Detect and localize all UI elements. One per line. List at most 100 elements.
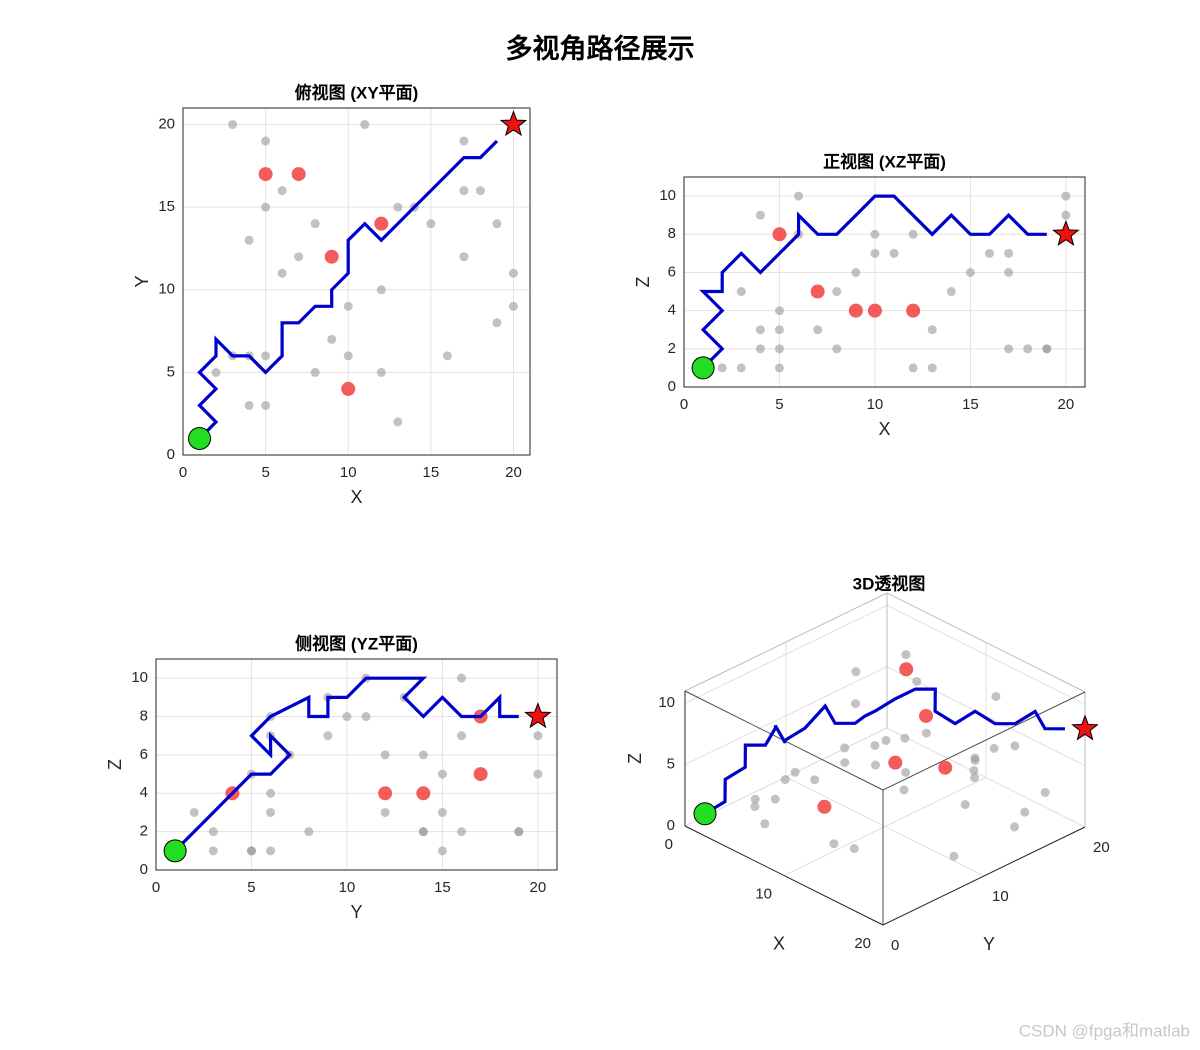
obstacle-point: [533, 731, 543, 741]
x-tick-label: 10: [339, 879, 356, 896]
obstacle-point: [208, 846, 218, 856]
x-tick-label: 15: [434, 879, 451, 896]
y-tick-label: 6: [668, 263, 676, 280]
obstacle-point: [277, 186, 287, 196]
obstacle-point: [901, 650, 911, 660]
obstacle-point: [1023, 344, 1033, 354]
obstacle-point: [970, 773, 979, 783]
x-tick-label: 10: [755, 885, 772, 902]
obstacle-point: [376, 285, 386, 295]
y-tick-label: 5: [167, 363, 175, 380]
obstacle-point: [323, 731, 333, 741]
key-obstacle: [867, 303, 882, 318]
obstacle-point: [261, 136, 271, 146]
box-edge: [882, 691, 1086, 791]
x-tick-label: 0: [680, 396, 688, 413]
y-tick-label: 4: [140, 784, 148, 801]
obstacle-point: [1004, 267, 1014, 277]
watermark: CSDN @fpga和matlab: [1019, 1021, 1190, 1040]
y-tick-label: 20: [158, 115, 175, 132]
obstacle-point: [514, 827, 524, 837]
y-tick-label: 8: [140, 708, 148, 725]
path: [197, 139, 499, 440]
goal-point: [524, 702, 552, 729]
obstacle-point: [294, 252, 304, 262]
key-obstacle: [416, 786, 431, 801]
obstacle-point: [418, 827, 428, 837]
key-obstacle: [324, 249, 339, 264]
obstacle-point: [991, 692, 1001, 702]
key-obstacle: [906, 303, 921, 318]
key-obstacle: [810, 284, 825, 299]
y-axis-label: Y: [983, 934, 995, 954]
key-obstacle: [919, 708, 933, 723]
z-axis-label: Z: [625, 753, 645, 764]
obstacle-point: [832, 344, 842, 354]
obstacle-point: [277, 268, 287, 278]
x-tick-label: 0: [179, 464, 187, 481]
obstacle-point: [533, 769, 543, 779]
obstacle-point: [1042, 344, 1052, 354]
obstacle-point: [899, 785, 909, 795]
obstacle-point: [261, 202, 271, 212]
start-point: [691, 356, 715, 380]
y-tick-label: 10: [659, 187, 676, 204]
axis-edge: [684, 825, 884, 926]
obstacle-point: [1004, 248, 1014, 258]
obstacle-point: [840, 743, 850, 753]
obstacle-point: [508, 268, 518, 278]
obstacle-point: [736, 363, 746, 373]
obstacle-point: [459, 252, 469, 262]
plot-area: [684, 177, 1085, 387]
y-tick-label: 2: [668, 340, 676, 357]
x-axis-label: X: [350, 487, 362, 507]
key-obstacle: [888, 755, 903, 770]
y-tick-label: 10: [992, 888, 1009, 905]
obstacle-point: [310, 367, 320, 377]
obstacle-point: [437, 769, 447, 779]
obstacle-point: [1004, 344, 1014, 354]
x-tick-label: 5: [247, 879, 255, 896]
box-edge: [886, 592, 1086, 693]
obstacle-point: [492, 219, 502, 229]
obstacle-point: [946, 287, 956, 297]
obstacle-point: [790, 767, 800, 777]
y-tick-label: 0: [668, 378, 676, 395]
x-axis-label: X: [878, 419, 890, 439]
obstacle-point: [851, 699, 860, 709]
obstacle-point: [457, 673, 467, 683]
key-obstacle: [258, 167, 273, 182]
obstacle-point: [901, 767, 911, 777]
obstacle-point: [380, 750, 390, 760]
obstacle-point: [261, 351, 271, 361]
obstacle-point: [437, 807, 447, 817]
obstacle-point: [908, 363, 918, 373]
x-tick-label: 20: [1058, 396, 1075, 413]
y-axis-label: Z: [105, 759, 125, 770]
obstacle-point: [774, 306, 784, 316]
key-obstacle: [938, 760, 953, 775]
start-point: [188, 426, 212, 450]
obstacle-point: [1040, 788, 1050, 798]
obstacle-point: [900, 733, 910, 743]
obstacle-point: [774, 344, 784, 354]
obstacle-point: [870, 248, 880, 258]
obstacle-point: [840, 758, 850, 768]
obstacle-point: [376, 367, 386, 377]
start-point: [163, 839, 187, 863]
obstacle-point: [889, 248, 899, 258]
obstacle-point: [989, 743, 999, 753]
obstacle-point: [750, 794, 760, 804]
obstacle-point: [508, 301, 518, 311]
obstacle-point: [246, 846, 256, 856]
plot-area: [183, 108, 530, 455]
obstacle-point: [755, 210, 765, 220]
obstacle-point: [261, 400, 271, 410]
y-tick-label: 8: [668, 225, 676, 242]
chart-title: 侧视图 (YZ平面): [295, 633, 418, 653]
obstacle-point: [813, 325, 823, 335]
obstacle-point: [459, 136, 469, 146]
key-obstacle: [817, 799, 832, 814]
key-obstacle: [291, 167, 306, 182]
